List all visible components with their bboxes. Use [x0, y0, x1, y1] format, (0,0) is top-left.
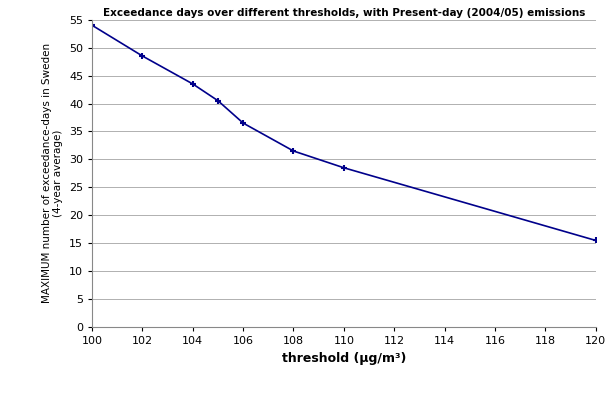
- X-axis label: threshold (μg/m³): threshold (μg/m³): [282, 351, 406, 364]
- Y-axis label: MAXIMUM number of exceedance-days in Sweden
(4-year average): MAXIMUM number of exceedance-days in Swe…: [42, 43, 63, 303]
- Title: Exceedance days over different thresholds, with Present-day (2004/05) emissions: Exceedance days over different threshold…: [103, 7, 585, 18]
